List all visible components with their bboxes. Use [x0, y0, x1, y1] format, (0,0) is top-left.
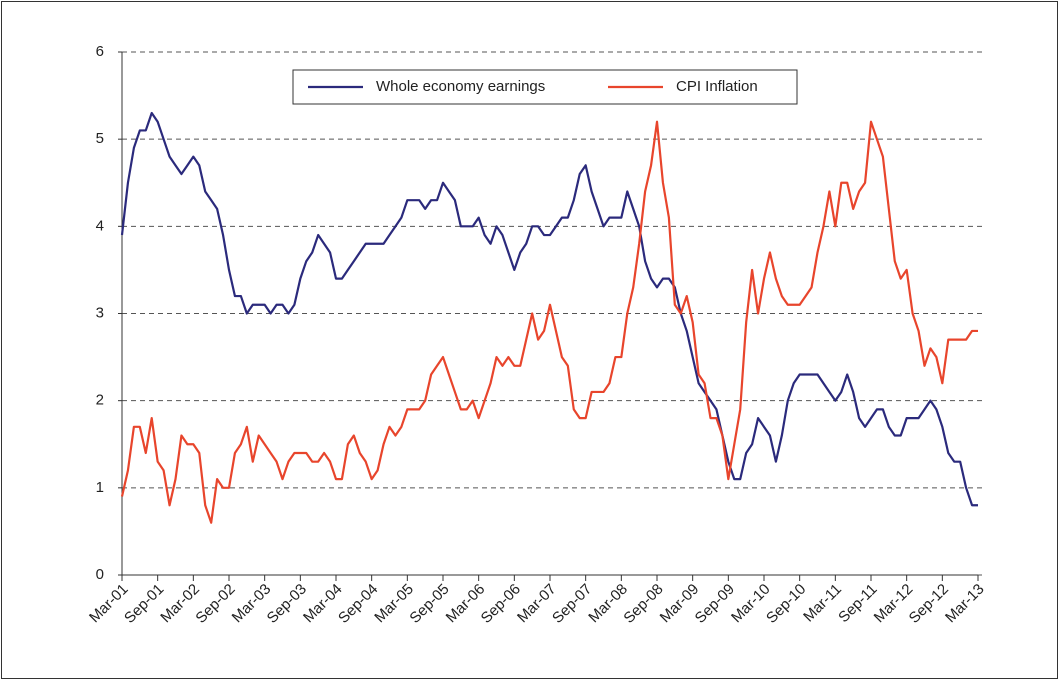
y-tick-label: 3 [96, 304, 104, 321]
y-tick-label: 2 [96, 392, 104, 409]
x-tick-label: Sep-05 [406, 581, 452, 627]
series-line [120, 120, 978, 524]
x-tick-label: Sep-08 [620, 581, 666, 627]
x-tick-label: Sep-02 [192, 581, 238, 627]
x-tick-label: Mar-11 [800, 581, 845, 626]
x-tick-label: Sep-06 [478, 581, 524, 627]
x-tick-label: Sep-07 [549, 581, 595, 627]
legend-label: CPI Inflation [676, 78, 758, 95]
series-line [120, 111, 978, 507]
x-tick-label: Sep-11 [835, 581, 880, 626]
x-tick-label: Sep-03 [264, 581, 310, 627]
x-tick-label: Sep-01 [121, 581, 167, 627]
x-tick-label: Mar-13 [942, 581, 988, 627]
x-tick-label: Sep-12 [906, 581, 952, 627]
y-tick-label: 5 [96, 130, 104, 147]
legend-label: Whole economy earnings [376, 78, 545, 95]
y-tick-label: 6 [96, 43, 104, 60]
x-tick-label: Sep-04 [335, 581, 381, 627]
y-tick-label: 4 [96, 217, 104, 234]
x-tick-label: Sep-10 [763, 581, 809, 627]
y-tick-label: 0 [96, 566, 104, 583]
y-tick-label: 1 [96, 479, 104, 496]
legend-box [292, 69, 798, 105]
x-tick-label: Sep-09 [692, 581, 738, 627]
